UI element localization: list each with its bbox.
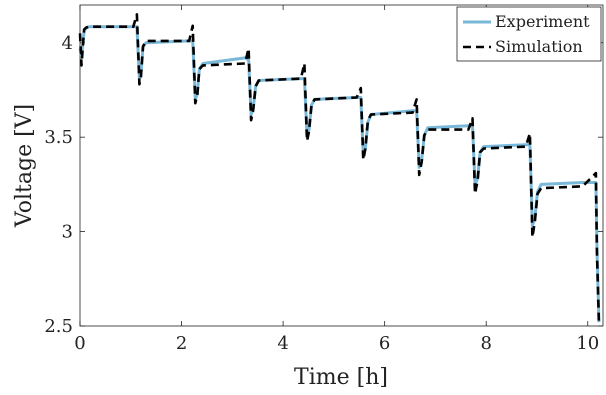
legend-label-simulation: Simulation bbox=[495, 37, 583, 56]
x-tick-label: 0 bbox=[74, 333, 85, 354]
legend: Experiment Simulation bbox=[456, 6, 602, 62]
y-tick-label: 4 bbox=[62, 33, 73, 54]
y-tick-label: 2.5 bbox=[44, 316, 73, 337]
legend-label-experiment: Experiment bbox=[495, 12, 590, 31]
x-tick-label: 4 bbox=[277, 333, 288, 354]
x-tick-label: 2 bbox=[176, 333, 187, 354]
x-tick-label: 8 bbox=[480, 333, 491, 354]
series-group bbox=[78, 13, 601, 323]
x-axis-label: Time [h] bbox=[294, 365, 388, 390]
y-tick-label: 3 bbox=[62, 222, 73, 243]
y-tick-label: 3.5 bbox=[44, 127, 73, 148]
x-tick-label: 10 bbox=[576, 333, 599, 354]
axis-ticks: 0 2 4 6 8 10 2.5 3 3.5 4 bbox=[44, 5, 603, 354]
series-line-simulation bbox=[78, 13, 601, 323]
x-tick-label: 6 bbox=[379, 333, 390, 354]
y-axis-label: Voltage [V] bbox=[12, 104, 37, 228]
legend-box bbox=[456, 6, 602, 62]
